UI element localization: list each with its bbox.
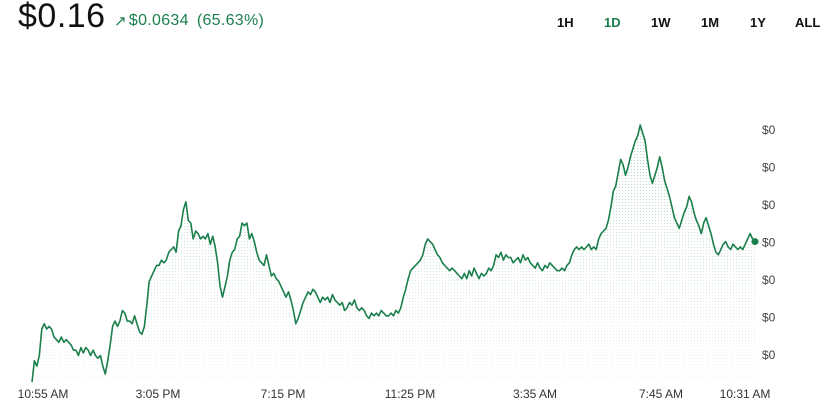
y-tick-label: $0	[762, 236, 776, 250]
current-price-marker	[751, 238, 759, 246]
price-area	[32, 125, 755, 382]
y-tick-label: $0	[762, 348, 776, 362]
change-value: $0.0634	[128, 12, 189, 29]
x-tick-label: 3:35 AM	[513, 387, 557, 401]
price-line	[31, 124, 756, 383]
trend-up-icon: ↗	[114, 13, 127, 30]
x-tick-label: 7:45 AM	[639, 387, 683, 401]
range-all-button[interactable]: ALL	[795, 15, 821, 30]
range-1d-button[interactable]: 1D	[604, 15, 621, 30]
x-tick-label: 11:25 PM	[385, 387, 435, 401]
x-tick-label: 10:31 AM	[720, 387, 771, 401]
price-area-fade	[32, 125, 755, 382]
y-tick-label: $0	[762, 273, 776, 287]
x-tick-label: 7:15 PM	[261, 387, 306, 401]
range-1y-button[interactable]: 1Y	[750, 15, 766, 30]
current-price: $0.16	[18, 0, 106, 35]
x-axis: 10:55 AM 3:05 PM 7:15 PM 11:25 PM 3:35 AM 7:4…	[18, 387, 771, 401]
x-tick-label: 10:55 AM	[18, 387, 69, 401]
y-tick-label: $0	[762, 123, 776, 137]
range-1w-button[interactable]: 1W	[651, 15, 671, 30]
y-tick-label: $0	[762, 161, 776, 175]
range-1h-button[interactable]: 1H	[557, 15, 574, 30]
y-tick-label: $0	[762, 198, 776, 212]
change-percent: (65.63%)	[196, 12, 265, 29]
range-1m-button[interactable]: 1M	[701, 15, 720, 30]
price-line-group	[31, 124, 759, 383]
y-tick-label: $0	[762, 311, 776, 325]
x-tick-label: 3:05 PM	[136, 387, 181, 401]
price-change: ↗ $0.0634 (65.63%)	[114, 12, 264, 30]
time-range-selector: 1H 1D 1W 1M 1Y ALL	[0, 15, 831, 35]
y-axis: $0 $0 $0 $0 $0 $0 $0	[762, 123, 776, 362]
